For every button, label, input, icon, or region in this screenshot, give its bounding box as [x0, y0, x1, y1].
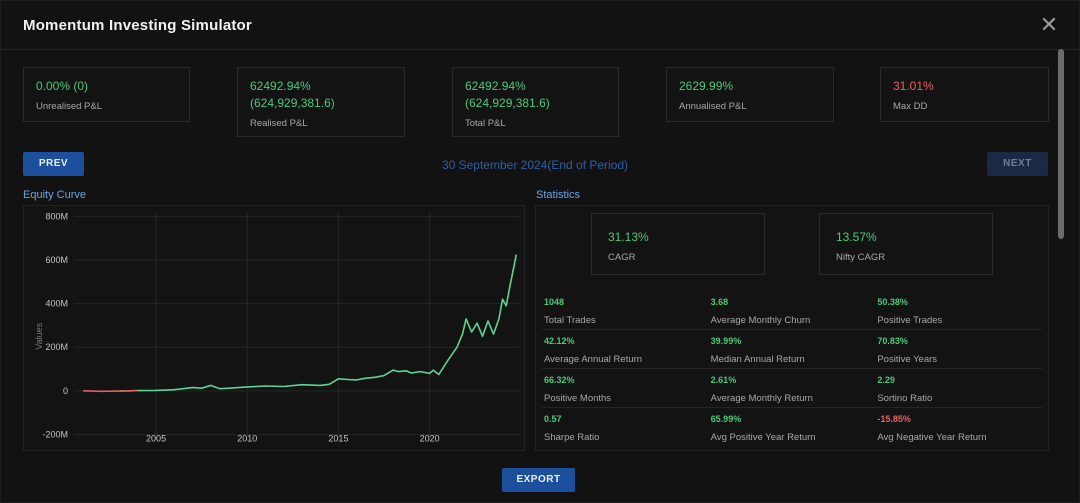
stat-sharpe-ratio: 0.57 Sharpe Ratio [542, 408, 709, 447]
total-pnl-card: 62492.94% (624,929,381.6) Total P&L [452, 67, 619, 137]
scrollbar-thumb[interactable] [1058, 49, 1064, 239]
stat-label: Average Annual Return [544, 354, 643, 365]
stat-value: -15.85% [877, 414, 911, 424]
stat-positive-trades: 50.38% Positive Trades [875, 291, 1042, 329]
stat-value: 2.61% [710, 375, 737, 385]
modal-title: Momentum Investing Simulator [23, 17, 252, 34]
equity-curve-title: Equity Curve [23, 189, 86, 201]
realised-pnl-card: 62492.94% (624,929,381.6) Realised P&L [237, 67, 405, 137]
y-tick-label: 0 [63, 386, 68, 396]
annualised-pnl-value: 2629.99% [679, 79, 734, 93]
stat-avg-monthly-return: 2.61% Average Monthly Return [709, 369, 876, 407]
stat-sortino-ratio: 2.29 Sortino Ratio [875, 369, 1042, 407]
annualised-pnl-label: Annualised P&L [679, 101, 747, 112]
stat-total-trades: 1048 Total Trades [542, 291, 709, 329]
cagr-label: CAGR [608, 252, 636, 263]
x-tick-label: 2010 [237, 433, 257, 443]
stat-avg-annual-return: 42.12% Average Annual Return [542, 330, 709, 368]
stats-row: 1048 Total Trades 3.68 Average Monthly Chu… [542, 291, 1042, 330]
y-tick-label: -200M [42, 429, 68, 439]
period-date: 30 September 2024(End of Period) [441, 158, 629, 172]
equity-series-line [119, 254, 518, 392]
nifty-cagr-card: 13.57% Nifty CAGR [819, 213, 993, 275]
header-divider [1, 49, 1080, 50]
nifty-cagr-value: 13.57% [836, 230, 877, 244]
cagr-card: 31.13% CAGR [591, 213, 765, 275]
unrealised-pnl-card: 0.00% (0) Unrealised P&L [23, 67, 190, 122]
max-dd-label: Max DD [893, 101, 928, 112]
x-tick-label: 2020 [420, 433, 440, 443]
stat-label: Avg Positive Year Return [710, 432, 816, 443]
stat-label: Sortino Ratio [877, 393, 933, 404]
equity-chart: -200M 0 200M 400M 600M 800M 2005 2010 2015 2020 Va… [34, 211, 519, 443]
stat-value: 65.99% [710, 414, 742, 424]
max-dd-card: 31.01% Max DD [880, 67, 1049, 122]
realised-pnl-percent: 62492.94% [250, 79, 311, 93]
stat-label: Avg Negative Year Return [877, 432, 987, 443]
stats-row: 42.12% Average Annual Return 39.99% Median… [542, 330, 1042, 369]
total-pnl-amount: (624,929,381.6) [465, 96, 550, 110]
equity-chart-panel: -200M 0 200M 400M 600M 800M 2005 2010 2015 2020 Va… [23, 205, 525, 451]
stat-value: 1048 [544, 297, 565, 307]
stat-avg-negative-year-return: -15.85% Avg Negative Year Return [875, 408, 1042, 447]
statistics-panel: 31.13% CAGR 13.57% Nifty CAGR 1048 Total … [535, 205, 1049, 451]
stat-label: Positive Years [877, 354, 938, 365]
unrealised-pnl-label: Unrealised P&L [36, 101, 103, 112]
y-tick-label: 200M [45, 342, 68, 352]
cagr-value: 31.13% [608, 230, 649, 244]
stat-value: 0.57 [544, 414, 562, 424]
stat-value: 2.29 [877, 375, 895, 385]
stat-positive-months: 66.32% Positive Months [542, 369, 709, 407]
stat-value: 70.83% [877, 336, 908, 346]
stat-label: Median Annual Return [710, 354, 805, 365]
stat-label: Average Monthly Return [710, 393, 813, 404]
total-pnl-percent: 62492.94% [465, 79, 526, 93]
realised-pnl-label: Realised P&L [250, 118, 308, 129]
stat-value: 39.99% [710, 336, 742, 346]
stat-label: Total Trades [544, 315, 596, 326]
y-axis-label: Values [34, 322, 44, 349]
x-tick-label: 2005 [146, 433, 166, 443]
equity-drawdown-segment [83, 389, 138, 393]
stat-value: 66.32% [544, 375, 575, 385]
x-tick-label: 2015 [328, 433, 348, 443]
stat-positive-years: 70.83% Positive Years [875, 330, 1042, 368]
statistics-title: Statistics [536, 189, 581, 201]
stat-avg-positive-year-return: 65.99% Avg Positive Year Return [709, 408, 876, 447]
nifty-cagr-label: Nifty CAGR [836, 252, 886, 263]
stats-row: 0.57 Sharpe Ratio 65.99% Avg Positive Year… [542, 408, 1042, 447]
stat-label: Positive Trades [877, 315, 943, 326]
y-tick-label: 400M [45, 299, 68, 309]
stat-label: Positive Months [544, 393, 612, 404]
close-icon[interactable]: ✕ [1039, 12, 1059, 37]
realised-pnl-amount: (624,929,381.6) [250, 96, 335, 110]
max-dd-value: 31.01% [893, 79, 934, 93]
y-tick-label: 600M [45, 255, 68, 265]
stat-value: 42.12% [544, 336, 575, 346]
export-button[interactable]: EXPORT [502, 468, 575, 492]
stats-row: 66.32% Positive Months 2.61% Average Month… [542, 369, 1042, 408]
prev-button[interactable]: PREV [23, 152, 84, 176]
total-pnl-label: Total P&L [465, 118, 506, 129]
next-button[interactable]: NEXT [987, 152, 1048, 176]
stat-label: Average Monthly Churn [710, 315, 811, 326]
stats-grid: 1048 Total Trades 3.68 Average Monthly Chu… [542, 291, 1042, 447]
stat-value: 3.68 [710, 297, 729, 307]
stat-label: Sharpe Ratio [544, 432, 600, 443]
stat-median-annual-return: 39.99% Median Annual Return [709, 330, 876, 368]
unrealised-pnl-value: 0.00% (0) [36, 79, 89, 93]
annualised-pnl-card: 2629.99% Annualised P&L [666, 67, 834, 122]
stat-avg-monthly-churn: 3.68 Average Monthly Churn [709, 291, 876, 329]
y-tick-label: 800M [45, 211, 68, 221]
stat-value: 50.38% [877, 297, 908, 307]
